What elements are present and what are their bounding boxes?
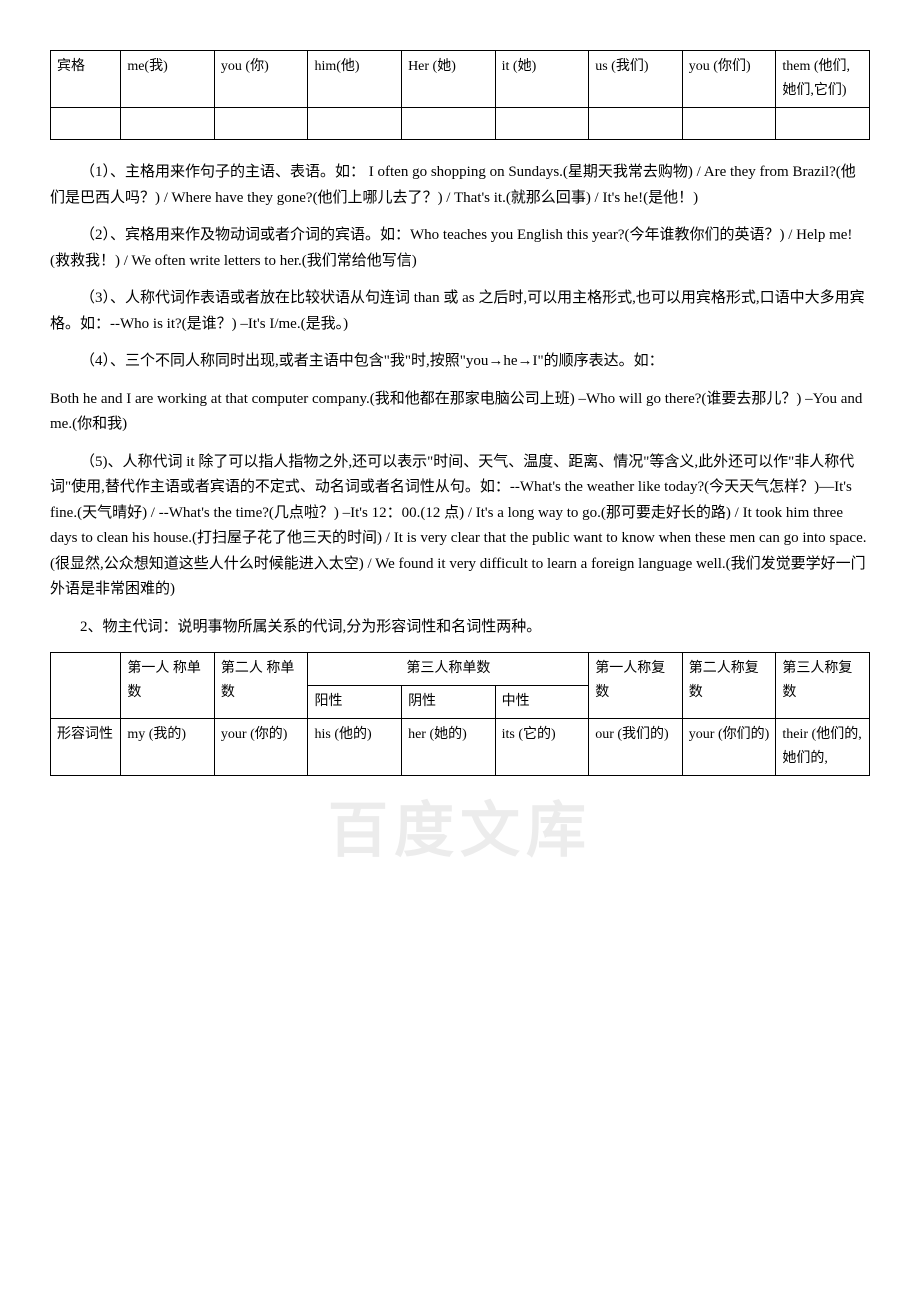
cell: you (你们): [682, 51, 776, 108]
paragraph-6: （5)、人称代词 it 除了可以指人指物之外,还可以表示"时间、天气、温度、距离…: [50, 450, 870, 603]
paragraph-4: （4）、三个不同人称同时出现,或者主语中包含"我"时,按照"you→he→I"的…: [50, 349, 870, 375]
header-cell: 第三人称复数: [776, 653, 870, 719]
cell: it (她): [495, 51, 589, 108]
table-row: 形容词性 my (我的) your (你的) his (他的) her (她的)…: [51, 718, 870, 775]
cell: your (你的): [214, 718, 308, 775]
cell: our (我们的): [589, 718, 683, 775]
header-cell: 阳性: [308, 686, 402, 719]
cell: your (你们的): [682, 718, 776, 775]
cell: them (他们,她们,它们): [776, 51, 870, 108]
paragraph-3: （3）、人称代词作表语或者放在比较状语从句连词 than 或 as 之后时,可以…: [50, 286, 870, 337]
table-row: 宾格 me(我) you (你) him(他) Her (她) it (她) u…: [51, 51, 870, 108]
cell: her (她的): [402, 718, 496, 775]
paragraph-1: （1）、主格用来作句子的主语、表语。如： I often go shopping…: [50, 160, 870, 211]
row-label: 宾格: [51, 51, 121, 108]
cell: him(他): [308, 51, 402, 108]
possessive-pronoun-table: 第一人 称单数 第二人 称单数 第三人称单数 第一人称复数 第二人称复数 第三人…: [50, 652, 870, 775]
header-cell: 第一人 称单数: [121, 653, 215, 719]
cell: his (他的): [308, 718, 402, 775]
table-row-empty: [51, 107, 870, 140]
header-cell: 第一人称复数: [589, 653, 683, 719]
cell: their (他们的,她们的,: [776, 718, 870, 775]
header-cell: 中性: [495, 686, 589, 719]
paragraph-7: 2、物主代词：说明事物所属关系的代词,分为形容词性和名词性两种。: [50, 615, 870, 641]
cell: me(我): [121, 51, 215, 108]
row-label: 形容词性: [51, 718, 121, 775]
cell: its (它的): [495, 718, 589, 775]
watermark: 百度文库: [328, 780, 592, 882]
cell: you (你): [214, 51, 308, 108]
header-cell: 第二人 称单数: [214, 653, 308, 719]
header-cell: 第三人称单数: [308, 653, 589, 686]
cell: us (我们): [589, 51, 683, 108]
header-cell: 阴性: [402, 686, 496, 719]
paragraph-5: Both he and I are working at that comput…: [50, 387, 870, 438]
cell: Her (她): [402, 51, 496, 108]
paragraph-2: （2）、宾格用来作及物动词或者介词的宾语。如：Who teaches you E…: [50, 223, 870, 274]
table-header-row: 第一人 称单数 第二人 称单数 第三人称单数 第一人称复数 第二人称复数 第三人…: [51, 653, 870, 686]
pronoun-object-table: 宾格 me(我) you (你) him(他) Her (她) it (她) u…: [50, 50, 870, 140]
document-content: 宾格 me(我) you (你) him(他) Her (她) it (她) u…: [50, 50, 870, 776]
header-cell: 第二人称复数: [682, 653, 776, 719]
cell: my (我的): [121, 718, 215, 775]
